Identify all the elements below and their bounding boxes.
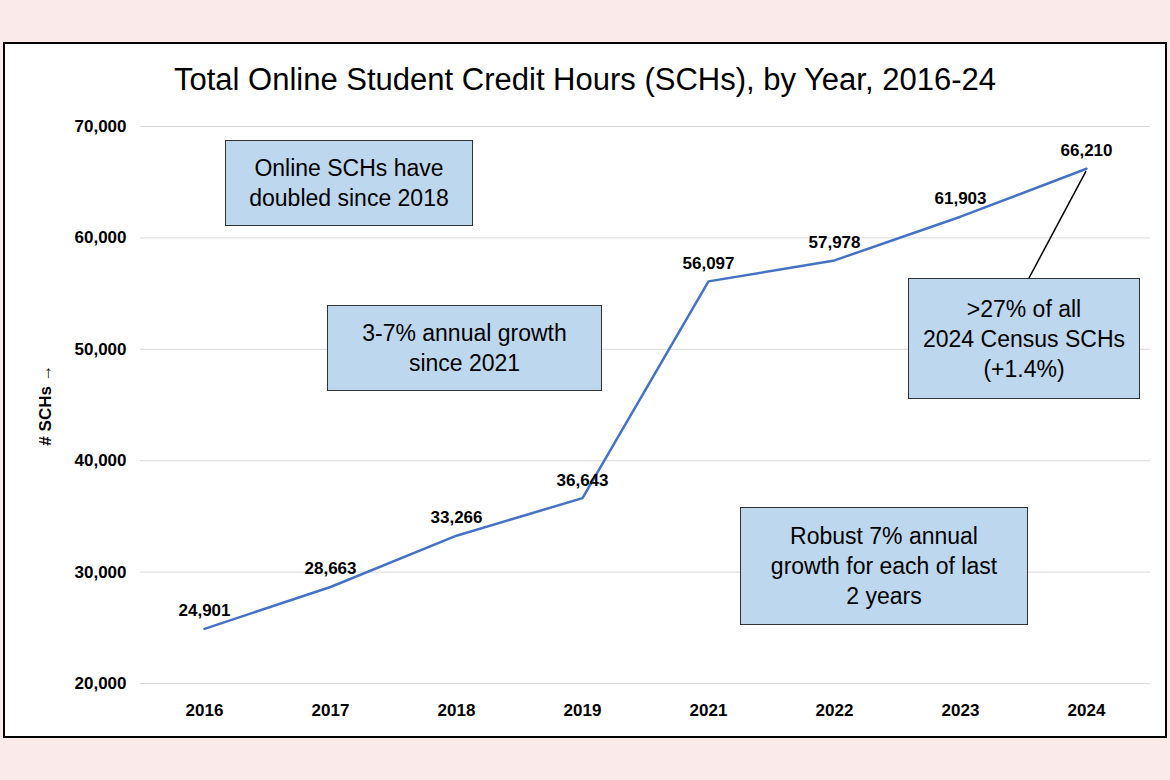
- svg-text:56,097: 56,097: [683, 254, 735, 273]
- svg-text:70,000: 70,000: [75, 117, 127, 136]
- svg-text:2024: 2024: [1068, 701, 1106, 720]
- html-text:growth for each of last: growth for each of last: [770, 553, 998, 579]
- html-text:2 years: 2 years: [846, 583, 922, 609]
- svg-text:2017: 2017: [312, 701, 350, 720]
- svg-text:40,000: 40,000: [75, 451, 127, 470]
- svg-text:24,901: 24,901: [179, 601, 231, 620]
- svg-text:36,643: 36,643: [557, 471, 609, 490]
- svg-text:2022: 2022: [816, 701, 854, 720]
- svg-text:# SCHs →: # SCHs →: [36, 364, 55, 445]
- html-text:since 2021: since 2021: [408, 350, 521, 376]
- svg-text:57,978: 57,978: [809, 233, 861, 252]
- html-text:(+1.4%): (+1.4%): [983, 355, 1065, 382]
- html-text:3-7% annual growth: 3-7% annual growth: [362, 320, 567, 346]
- html-text:2024 Census SCHs: 2024 Census SCHs: [923, 325, 1125, 352]
- html-text:Robust 7% annual: Robust 7% annual: [790, 523, 978, 549]
- svg-text:66,210: 66,210: [1061, 141, 1113, 160]
- svg-text:30,000: 30,000: [75, 563, 127, 582]
- svg-text:2018: 2018: [438, 701, 476, 720]
- html-text:Online SCHs have: Online SCHs have: [254, 155, 444, 181]
- svg-text:2019: 2019: [564, 701, 602, 720]
- svg-text:33,266: 33,266: [431, 508, 483, 527]
- svg-text:61,903: 61,903: [935, 189, 987, 208]
- svg-text:20,000: 20,000: [75, 674, 127, 693]
- html-text:Total Online Student Credit Ho: Total Online Student Credit Hours (SCHs)…: [174, 62, 996, 97]
- svg-text:2023: 2023: [942, 701, 980, 720]
- svg-text:2016: 2016: [186, 701, 224, 720]
- html-text:>27% of all: >27% of all: [966, 295, 1082, 322]
- svg-text:28,663: 28,663: [305, 559, 357, 578]
- svg-text:2021: 2021: [690, 701, 728, 720]
- html-text:doubled since 2018: doubled since 2018: [249, 185, 449, 211]
- svg-text:60,000: 60,000: [75, 228, 127, 247]
- svg-text:50,000: 50,000: [75, 340, 127, 359]
